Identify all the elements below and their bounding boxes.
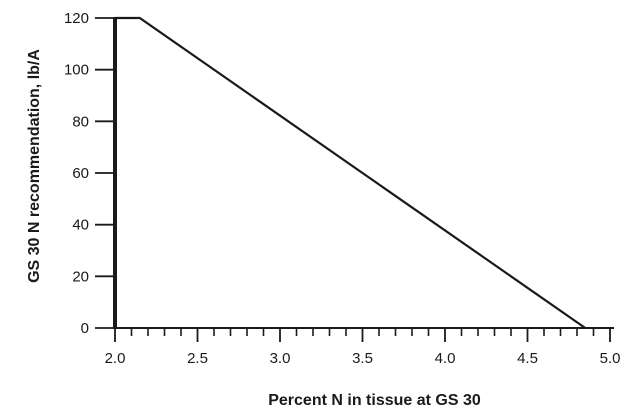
y-tick-label: 80 (72, 113, 89, 130)
x-tick-label: 2.0 (105, 350, 126, 367)
x-tick-label: 3.5 (352, 350, 373, 367)
x-tick-label: 4.0 (435, 350, 456, 367)
y-tick-label: 120 (64, 10, 89, 27)
major-ticks (95, 17, 611, 342)
x-tick-label: 2.5 (187, 350, 208, 367)
x-tick-label: 5.0 (600, 350, 621, 367)
y-tick-label: 100 (64, 62, 89, 79)
x-tick-label: 4.5 (517, 350, 538, 367)
tick-labels: 2.0 2.5 3.0 3.5 4.0 4.5 5.0 0 20 40 60 80 100 120 (64, 10, 620, 367)
x-tick-label: 3.0 (270, 350, 291, 367)
x-minor-ticks (130, 328, 595, 336)
series-line (115, 16, 586, 329)
y-tick-label: 20 (72, 268, 89, 285)
y-axis-title: GS 30 N recommendation, lb/A (26, 49, 43, 283)
y-tick-label: 40 (72, 217, 89, 234)
y-tick-label: 60 (72, 165, 89, 182)
x-axis-title: Percent N in tissue at GS 30 (268, 392, 481, 409)
y-tick-label: 0 (81, 320, 89, 337)
